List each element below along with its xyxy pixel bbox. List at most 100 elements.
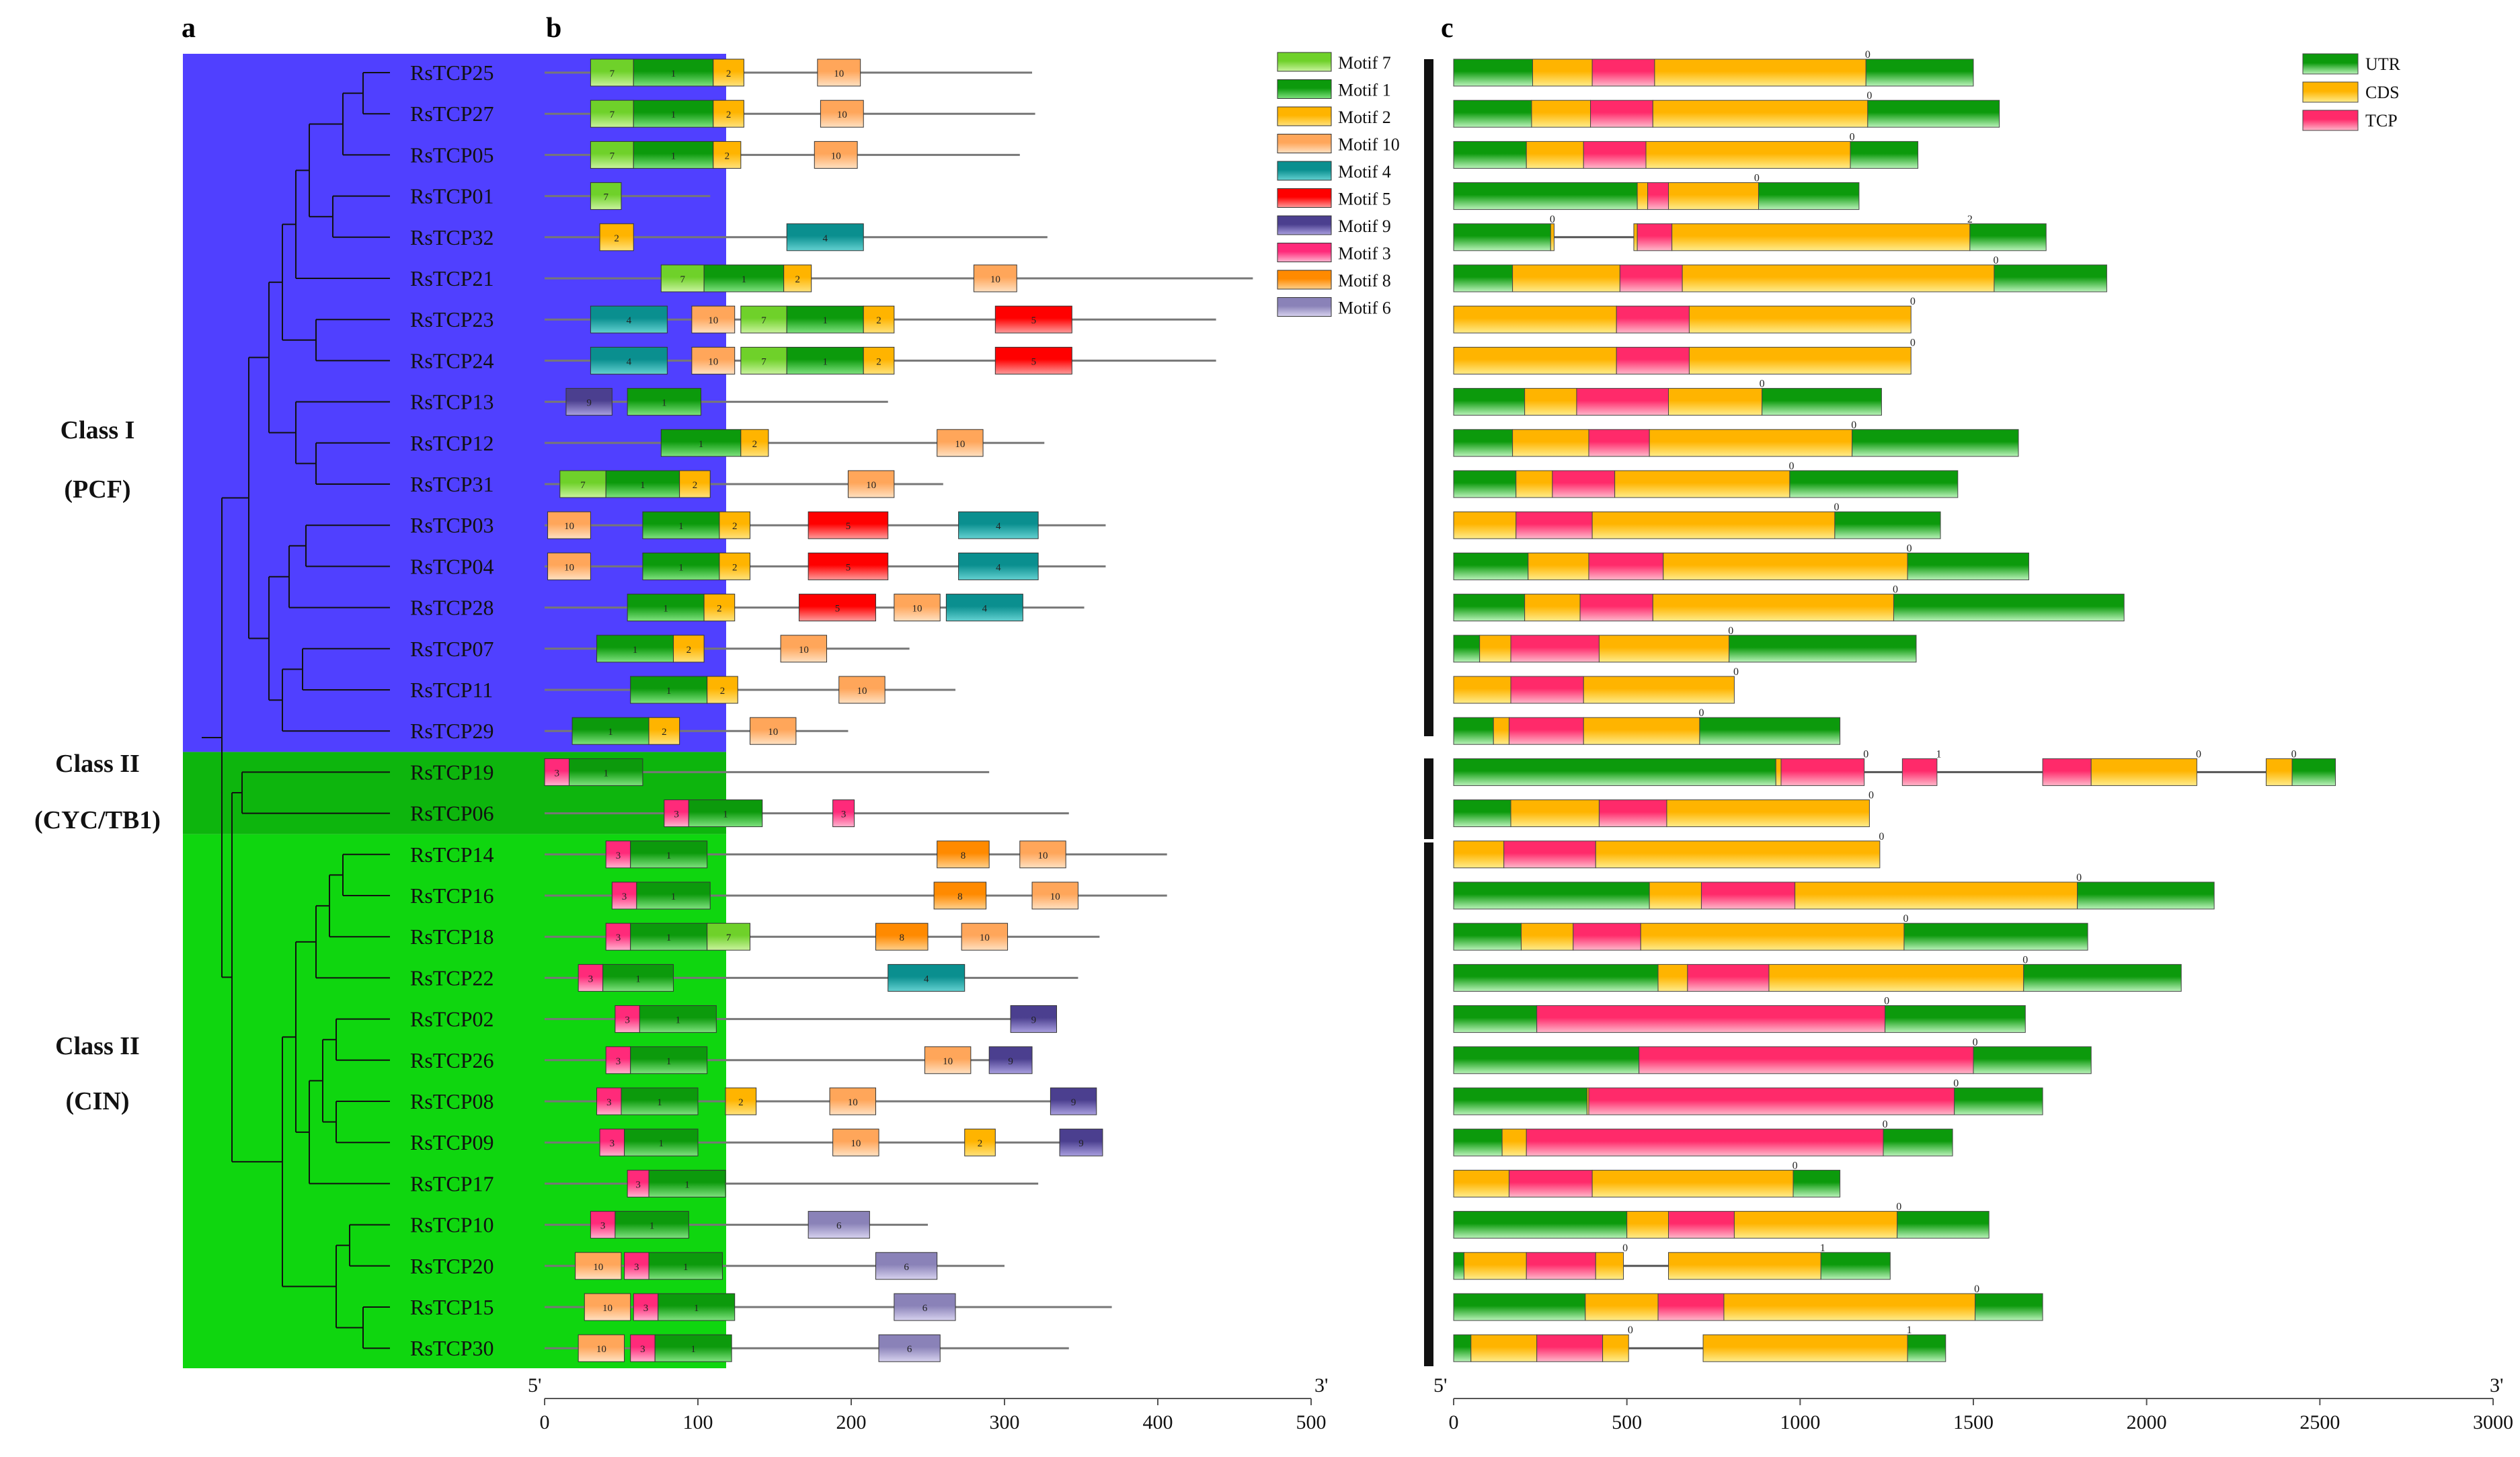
gene-segment [1526,1128,1884,1156]
motif-box [673,635,705,663]
motif-number: 1 [671,110,676,120]
motif-box [994,346,1072,375]
gene-segment [1619,264,1683,292]
gene-label: RsTCP30 [410,1336,494,1360]
gene-segment [1453,922,1522,951]
motif-box [713,58,744,87]
class-subtype: (CIN) [66,1087,130,1115]
gene-segment [1793,1169,1841,1197]
motif-box [713,100,744,128]
motif-number: 4 [996,562,1001,573]
gene-segment [1512,429,1589,457]
intron-phase: 0 [2076,872,2082,883]
gene-segment [2042,758,2092,786]
gene-segment [1501,1128,1527,1156]
motif-row: 10 1 2 5 4 [545,552,1106,580]
gene-legend-label: TCP [2365,111,2398,130]
gene-structure-row: 0 [1453,49,1974,87]
gene-segment [1614,470,1790,498]
motif-box [1050,1087,1097,1115]
motif-number: 10 [831,151,841,161]
motif-box [1059,1128,1103,1156]
motif-box [596,635,674,663]
gene-segment [1626,1211,1669,1239]
gene-segment [1453,1211,1628,1239]
gene-segment [1453,58,1533,87]
motif-box [654,1334,732,1362]
motif-box [584,1293,631,1321]
gene-label: RsTCP24 [410,348,494,372]
motif-number: 9 [1008,1056,1013,1067]
motif-number: 1 [694,1303,699,1314]
motif-box [691,305,736,333]
gene-segment [1526,141,1584,169]
gene-segment [1780,758,1865,786]
gene-structure-row: 0 [1453,954,2182,992]
motif-row: 3 1 10 9 [545,1046,1033,1074]
motif-box [648,1169,726,1197]
motif-box [703,264,785,292]
motif-box [660,264,705,292]
motif-box [808,511,889,539]
gene-segment [2265,758,2293,786]
gene-segment [1453,1128,1503,1156]
motif-number: 10 [593,1262,603,1273]
motif-box [964,1128,996,1156]
motif-box [615,1005,640,1033]
motif-number: 1 [649,1221,655,1232]
motif-row: 10 1 2 5 4 [545,511,1106,539]
motif-box [937,840,990,869]
motif-legend-label: Motif 7 [1338,53,1391,73]
motif-number: 5 [846,562,851,573]
motif-box [648,1252,723,1280]
gene-label: RsTCP03 [410,513,494,537]
motif-box [820,100,864,128]
motif-box [814,141,858,169]
gene-segment [1865,58,1974,87]
gene-segment [1453,511,1517,539]
gene-segment [1671,223,1971,251]
gene-segment [1588,429,1650,457]
motif-legend-label: Motif 3 [1338,244,1391,264]
motif-number: 2 [726,69,732,79]
motif-number: 2 [686,645,692,656]
motif-box [719,552,751,580]
gene-segment [1682,264,1995,292]
motif-legend-swatch [1277,52,1332,72]
motif-box [961,922,1009,951]
motif-box [568,758,643,786]
motif-number: 5 [846,521,851,532]
gene-label: RsTCP21 [410,266,494,290]
motif-box [565,388,613,416]
motif-legend-swatch [1277,161,1332,181]
motif-number: 10 [990,274,1000,285]
motif-box [863,346,895,375]
motif-box [605,1046,631,1074]
motif-box [1019,840,1066,869]
gene-label: RsTCP02 [410,1007,494,1031]
gene-segment [1595,1252,1624,1280]
gene-segment [1515,470,1553,498]
gene-segment [1453,594,1526,622]
gene-label: RsTCP04 [410,554,494,578]
motif-number: 9 [1078,1138,1084,1149]
motif-number: 6 [907,1344,912,1355]
motif-box [630,1046,708,1074]
gene-axis-tick-label: 3000 [2473,1411,2513,1433]
gene-structure-row: 0 [1453,584,2125,622]
gene-segment [1583,676,1735,704]
gene-axis-tick-label: 500 [1612,1411,1642,1433]
gene-segment [1524,594,1581,622]
motif-number: 3 [616,933,621,943]
motif-row: 4 10 7 1 2 5 [545,346,1216,375]
motif-number: 4 [627,315,632,326]
motif-axis-tick-label: 300 [990,1411,1020,1433]
gene-segment [1616,305,1690,333]
motif-row: 7 1 2 10 [545,100,1035,128]
gene-segment [1453,676,1511,704]
motif-number: 3 [640,1344,645,1355]
gene-segment [2023,963,2182,992]
gene-structure-row: 0 [1453,707,1841,745]
motif-box [624,1128,699,1156]
